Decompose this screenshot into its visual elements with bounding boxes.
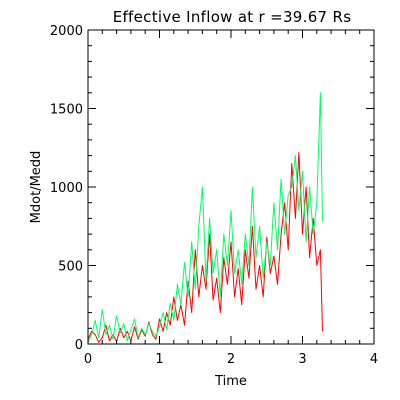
series-line-1 bbox=[87, 152, 323, 343]
y-tick-label: 1500 bbox=[50, 103, 83, 118]
x-tick-label: 3 bbox=[298, 352, 306, 367]
x-tick-label: 1 bbox=[155, 352, 163, 367]
y-tick-label: 1000 bbox=[50, 181, 83, 196]
x-axis-label: Time bbox=[214, 374, 247, 389]
series-line-2 bbox=[87, 92, 323, 343]
y-tick-label: 2000 bbox=[50, 24, 83, 39]
x-tick-label: 0 bbox=[84, 352, 92, 367]
plot-frame bbox=[87, 29, 375, 345]
series-layer bbox=[87, 92, 323, 343]
x-tick-label: 4 bbox=[370, 352, 378, 367]
y-tick-label: 500 bbox=[58, 260, 83, 275]
y-tick-label: 0 bbox=[75, 338, 83, 353]
ticks-layer: 0 1 2 3 4 0 500 1000 1500 2000 bbox=[50, 24, 378, 367]
chart-title: Effective Inflow at r =39.67 Rs bbox=[113, 8, 352, 26]
y-axis-label: Mdot/Medd bbox=[29, 151, 44, 224]
x-tick-label: 2 bbox=[227, 352, 235, 367]
